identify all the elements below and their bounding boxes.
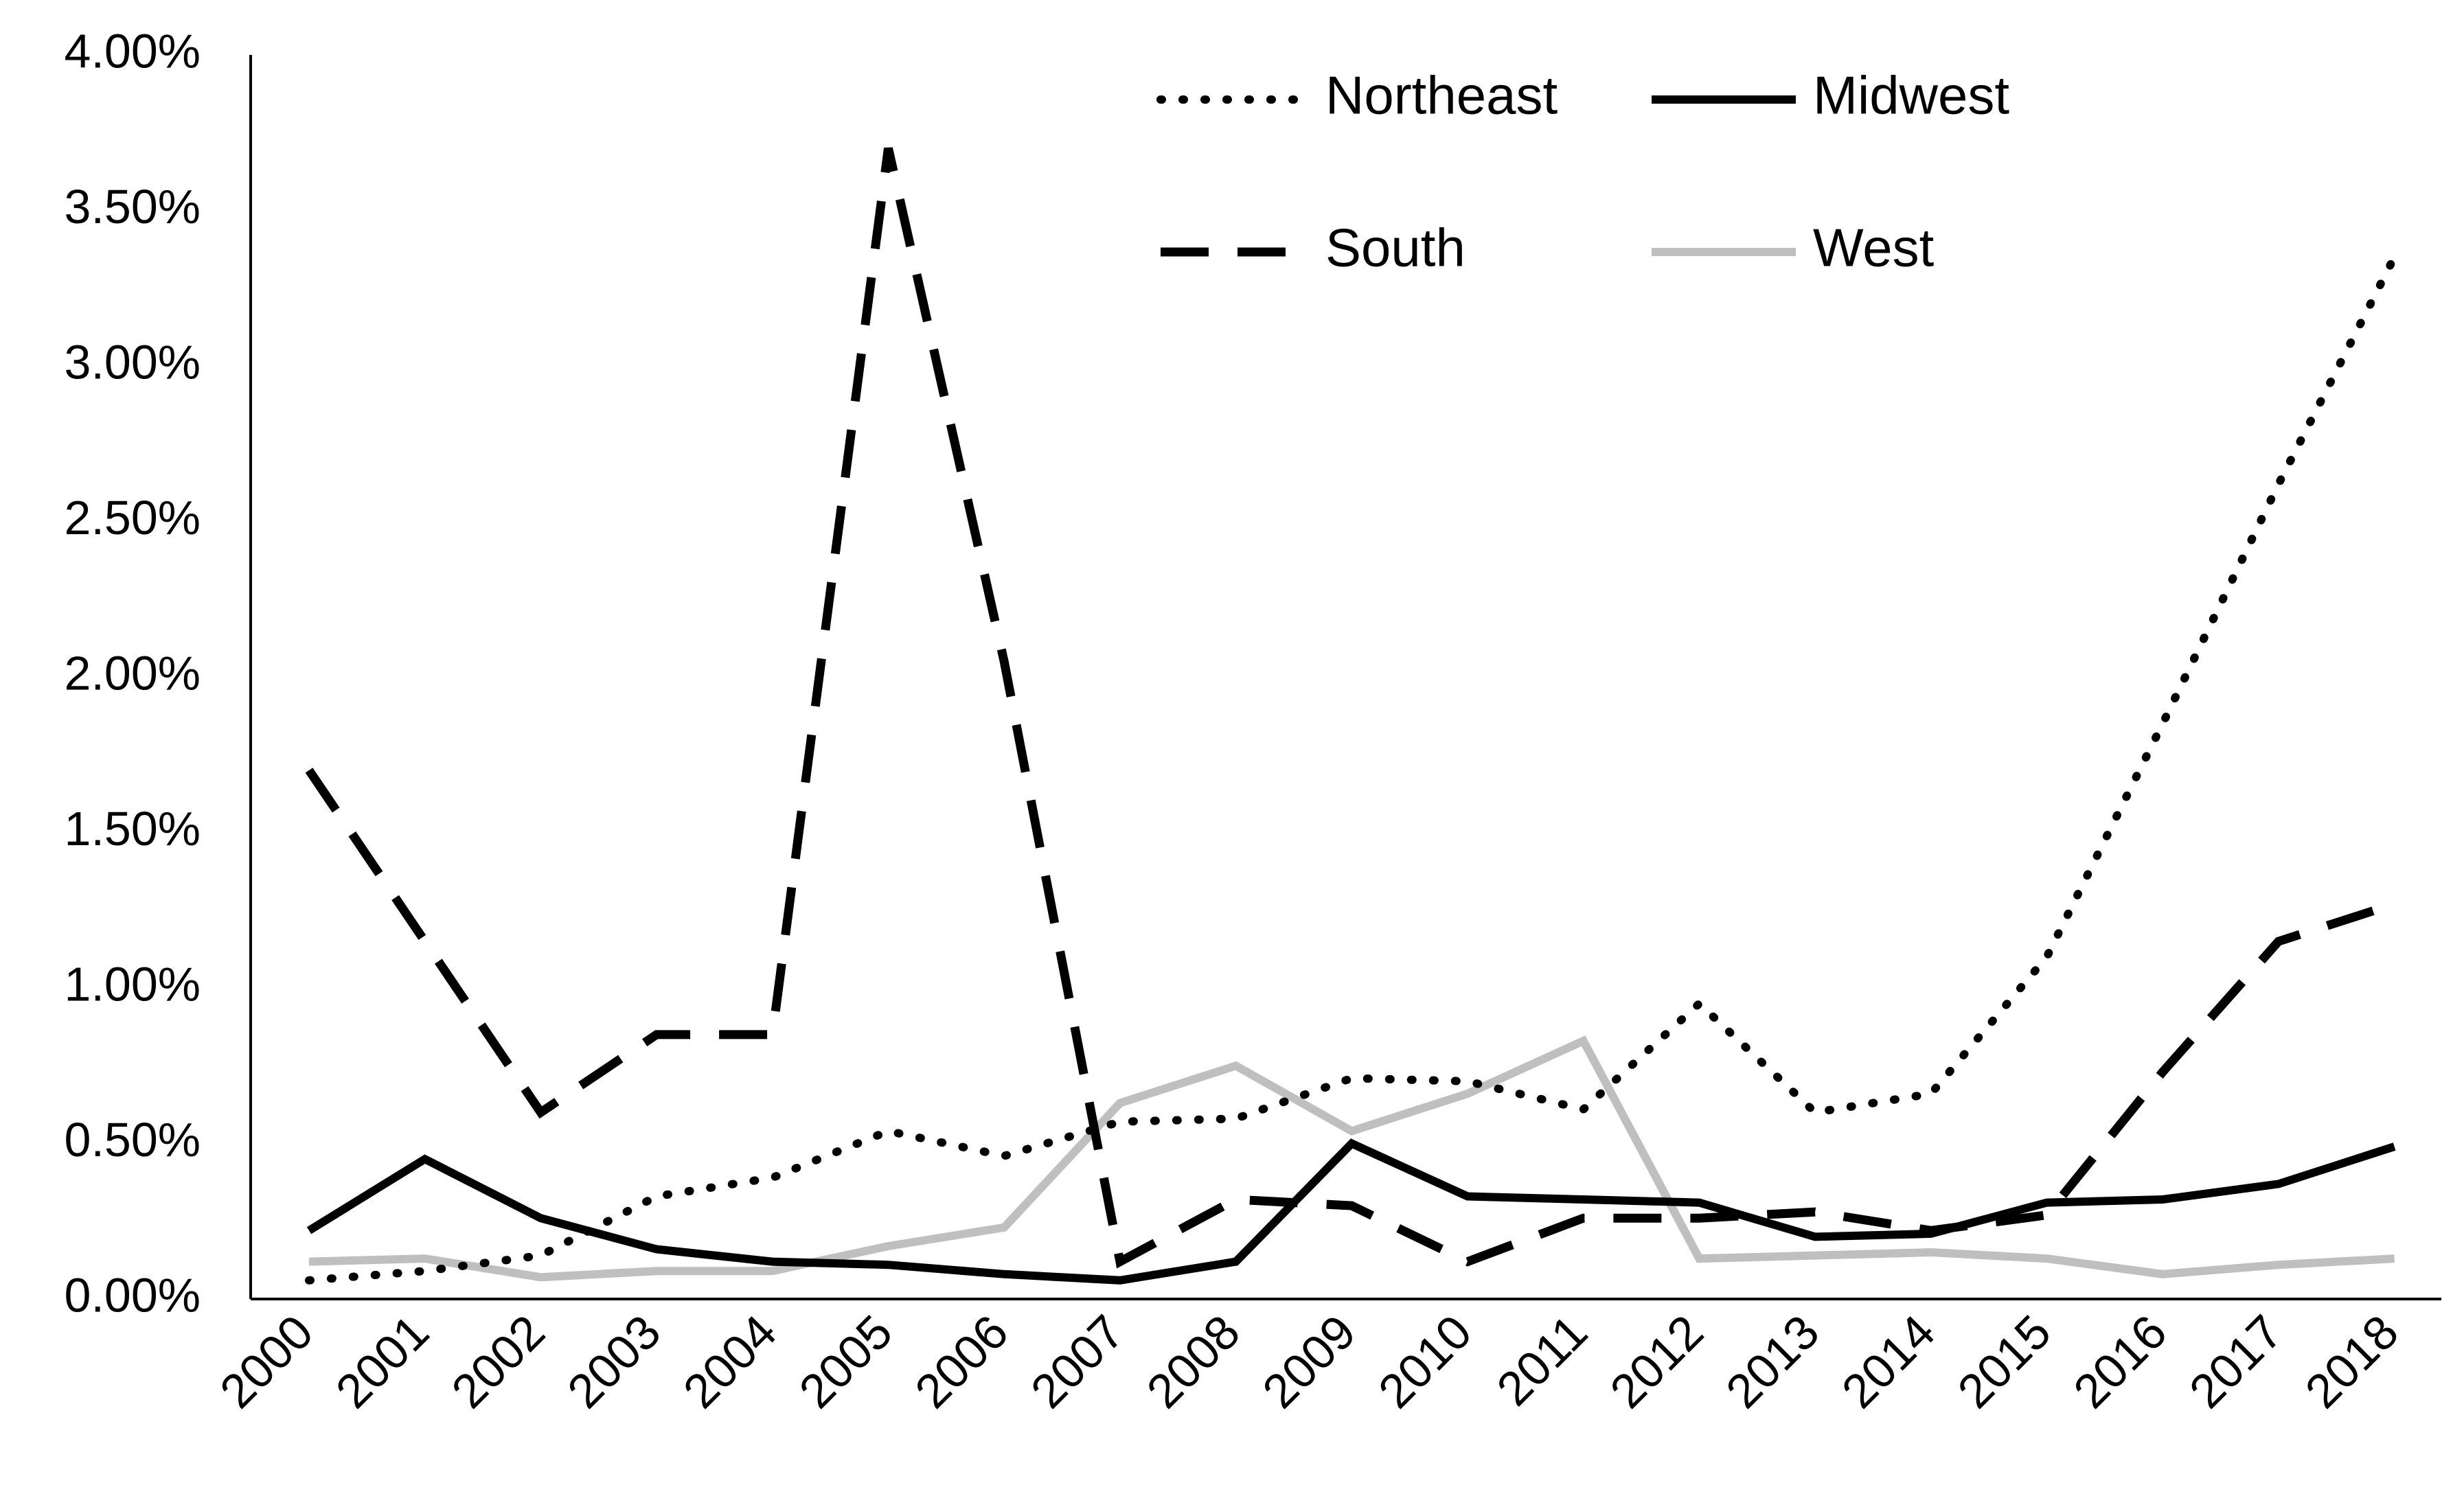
- y-tick-label: 0.00%: [65, 1268, 201, 1322]
- series-line-midwest: [306, 1138, 2396, 1285]
- y-tick-label: 0.50%: [65, 1113, 201, 1167]
- data-point-south: [2393, 902, 2397, 906]
- x-tick-label: 2003: [557, 1305, 670, 1418]
- legend-label-west: West: [1813, 218, 1935, 278]
- data-point-northeast: [538, 1254, 543, 1258]
- x-tick-label: 2016: [2064, 1305, 2177, 1418]
- series-line-south: [305, 147, 2396, 1269]
- data-point-northeast: [2160, 722, 2165, 726]
- x-tick-label: 2006: [905, 1305, 1018, 1418]
- y-tick-label: 1.00%: [65, 957, 201, 1011]
- data-point-south: [2045, 1213, 2049, 1217]
- x-tick-label: 2008: [1137, 1305, 1250, 1418]
- data-point-northeast: [887, 1129, 891, 1133]
- x-tick-label: 2000: [209, 1305, 323, 1418]
- data-point-northeast: [654, 1195, 659, 1199]
- data-point-south: [771, 1033, 775, 1037]
- data-point-northeast: [1813, 1110, 1817, 1114]
- legend-label-northeast: Northeast: [1325, 65, 1558, 126]
- data-point-northeast: [1118, 1120, 1122, 1124]
- data-point-northeast: [1465, 1079, 1470, 1083]
- data-point-south: [1234, 1197, 1238, 1202]
- x-tick-label: 2014: [1832, 1305, 1945, 1418]
- y-axis-ticks: 0.00% 0.50% 1.00% 1.50% 2.00% 2.50% 3.00% 3.50%…: [65, 24, 201, 1322]
- x-tick-label: 2004: [673, 1305, 786, 1418]
- data-point-northeast: [1234, 1116, 1238, 1120]
- x-tick-label: 2005: [789, 1305, 902, 1418]
- y-tick-label: 2.50%: [65, 491, 201, 544]
- x-tick-label: 2007: [1020, 1305, 1134, 1418]
- x-axis-ticks: 2000 2001 2002 2003 2004 2005 2006 2007 2008 2009…: [209, 1305, 2408, 1418]
- x-tick-label: 2015: [1948, 1305, 2061, 1418]
- data-point-northeast: [2393, 255, 2397, 260]
- y-tick-label: 4.00%: [65, 24, 201, 78]
- series-line-west: [308, 1035, 2395, 1282]
- data-point-northeast: [1929, 1092, 1933, 1096]
- x-tick-label: 2002: [442, 1305, 555, 1418]
- x-tick-label: 2012: [1600, 1305, 1713, 1418]
- legend: Northeast Midwest South West: [1156, 65, 2009, 278]
- series-line-northeast: [305, 253, 2399, 1285]
- legend-label-south: South: [1325, 218, 1465, 278]
- x-tick-label: 2018: [2295, 1305, 2408, 1418]
- data-point-south: [423, 939, 427, 943]
- x-tick-label: 2013: [1715, 1305, 1829, 1418]
- y-tick-label: 3.00%: [65, 335, 201, 389]
- y-tick-label: 2.00%: [65, 646, 201, 700]
- x-tick-label: 2001: [326, 1305, 439, 1418]
- y-tick-label: 1.50%: [65, 802, 201, 855]
- x-tick-label: 2017: [2179, 1305, 2292, 1418]
- y-tick-label: 3.50%: [65, 180, 201, 233]
- series-layer: [305, 147, 2399, 1285]
- x-tick-label: 2009: [1253, 1305, 1366, 1418]
- x-tick-label: 2010: [1368, 1305, 1481, 1418]
- x-tick-label: 2011: [1487, 1305, 1598, 1416]
- legend-label-midwest: Midwest: [1813, 65, 2009, 126]
